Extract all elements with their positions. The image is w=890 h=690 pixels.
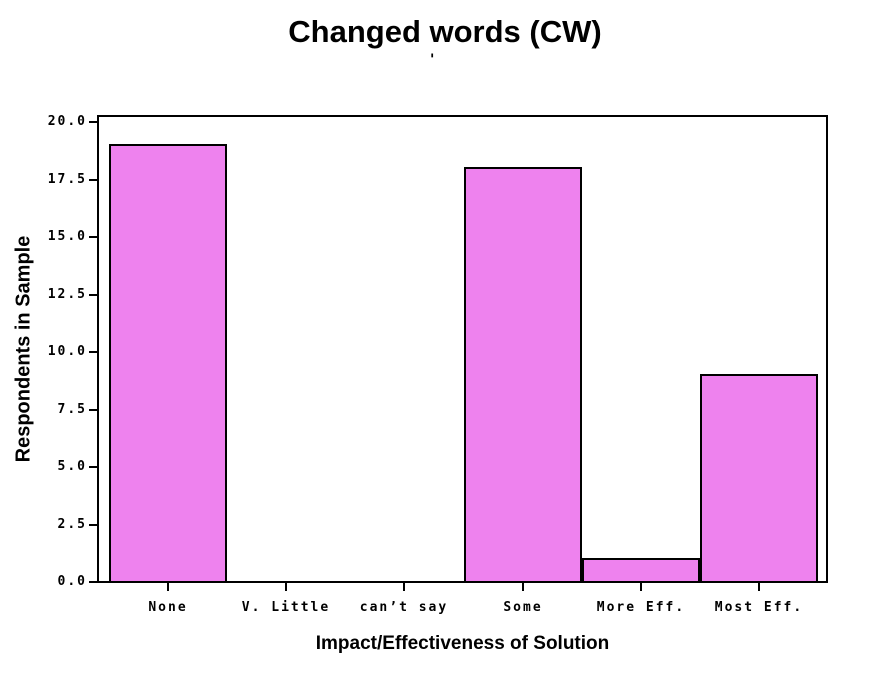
y-tick — [89, 121, 97, 123]
y-tick — [89, 524, 97, 526]
x-tick-label-can-t-say: can’t say — [359, 600, 449, 615]
y-tick — [89, 351, 97, 353]
y-tick-label: 17.5 — [47, 172, 87, 187]
x-tick — [285, 583, 287, 591]
y-tick — [89, 179, 97, 181]
y-tick-label: 12.5 — [47, 287, 87, 302]
y-tick-label: 0.0 — [57, 574, 87, 589]
y-tick — [89, 409, 97, 411]
y-tick-label: 20.0 — [47, 114, 87, 129]
bar-more-eff — [582, 558, 700, 583]
x-tick-label-none: None — [148, 600, 188, 615]
x-tick-label-v-little: V. Little — [241, 600, 331, 615]
bar-most-eff — [700, 374, 818, 583]
y-tick — [89, 466, 97, 468]
y-tick — [89, 236, 97, 238]
y-tick-label: 2.5 — [57, 517, 87, 532]
x-tick — [167, 583, 169, 591]
y-tick-label: 10.0 — [47, 344, 87, 359]
x-axis-title: Impact/Effectiveness of Solution — [315, 633, 610, 654]
bar-none — [109, 144, 227, 583]
y-tick-label: 5.0 — [57, 459, 87, 474]
x-tick — [640, 583, 642, 591]
x-tick-label-some: Some — [503, 600, 543, 615]
chart-title: Changed words (CW) — [288, 14, 602, 49]
x-tick-label-most-eff: Most Eff. — [714, 600, 804, 615]
x-tick — [758, 583, 760, 591]
x-tick — [403, 583, 405, 591]
y-tick — [89, 294, 97, 296]
x-tick — [522, 583, 524, 591]
y-tick — [89, 581, 97, 583]
bar-some — [464, 167, 582, 583]
x-tick-label-more-eff: More Eff. — [596, 600, 686, 615]
y-tick-label: 15.0 — [47, 229, 87, 244]
chart-subtitle-mark: ' — [428, 52, 437, 68]
y-tick-label: 7.5 — [57, 402, 87, 417]
